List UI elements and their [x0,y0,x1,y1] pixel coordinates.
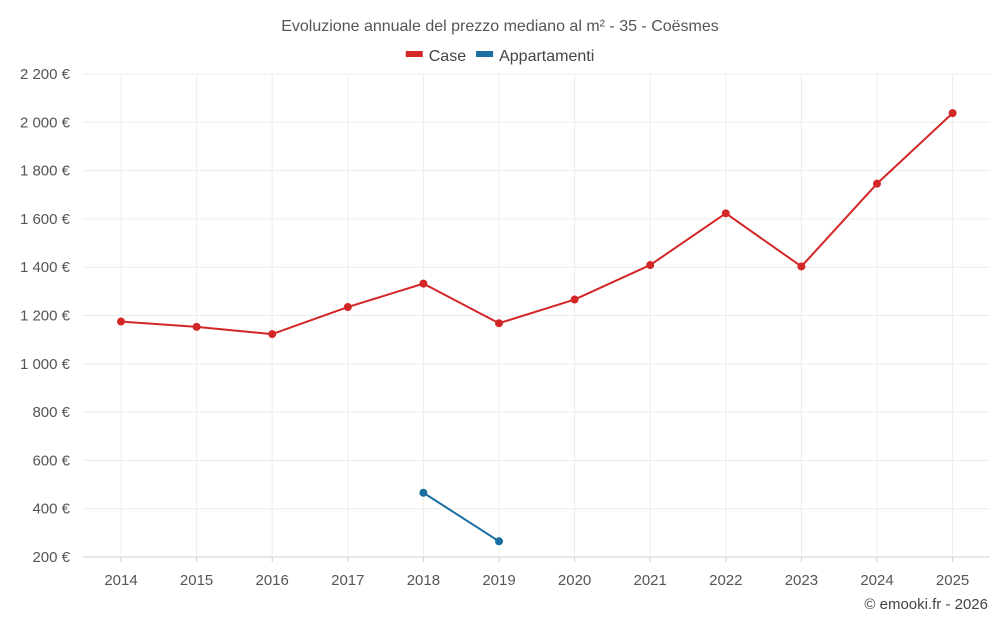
data-point-case [797,262,806,271]
data-point-case [343,303,352,312]
data-point-case [192,322,201,331]
chart-title: Evoluzione annuale del prezzo mediano al… [281,18,719,35]
data-point-appartamenti [495,537,503,546]
legend-label: Case [429,48,466,65]
data-point-case [570,295,579,304]
data-point-appartamenti [419,488,428,497]
data-point-case [646,261,655,270]
x-tick-label: 2018 [407,572,440,589]
y-tick-label: 1 400 € [20,259,71,276]
y-tick-label: 1 800 € [20,163,71,180]
y-tick-label: 1 200 € [20,308,71,325]
x-tick-label: 2020 [558,572,591,589]
x-tick-label: 2025 [936,572,969,589]
x-tick-label: 2023 [785,572,818,589]
legend-label: Appartamenti [499,48,594,65]
y-tick-label: 1 000 € [20,356,71,373]
x-tick-label: 2022 [709,572,742,589]
data-point-case [419,279,428,288]
y-axis: 200 € 400 € 600 € 800 € 1 000 € 1 200 € 1 400 … [20,66,71,566]
y-tick-label: 600 € [32,452,70,469]
series-line-case [120,112,954,336]
x-tick-label: 2016 [256,572,289,589]
series-group [117,109,957,546]
y-tick-label: 1 600 € [20,211,71,228]
data-point-case [873,179,881,188]
x-tick-label: 2017 [331,572,364,589]
x-tick-label: 2014 [104,572,137,589]
series-appartamenti [419,488,503,546]
legend-item-case[interactable]: Case [405,48,466,65]
legend-swatch [476,51,494,57]
x-tick-label: 2015 [180,572,213,589]
y-tick-label: 2 000 € [20,114,71,131]
x-tick-label: 2019 [482,572,515,589]
credit-text: © emooki.fr - 2026 [864,596,988,613]
data-point-case [117,317,125,326]
x-tick-label: 2024 [860,572,893,589]
data-point-case [268,330,277,339]
series-case [117,109,957,339]
x-axis: 2014 2015 2016 2017 2018 2019 2020 2021 2022 2023… [104,557,969,589]
series-line-appartamenti [422,491,500,543]
legend-item-appartamenti[interactable]: Appartamenti [476,48,594,65]
y-tick-label: 400 € [32,501,70,518]
gridlines [83,73,990,558]
y-tick-label: 2 200 € [20,66,71,83]
y-tick-label: 200 € [32,549,70,566]
legend-swatch [405,51,423,57]
y-tick-label: 800 € [32,404,70,421]
legend: Case Appartamenti [405,48,594,65]
data-point-case [948,109,957,118]
x-tick-label: 2021 [634,572,667,589]
data-point-case [495,319,503,328]
data-point-case [721,209,730,218]
